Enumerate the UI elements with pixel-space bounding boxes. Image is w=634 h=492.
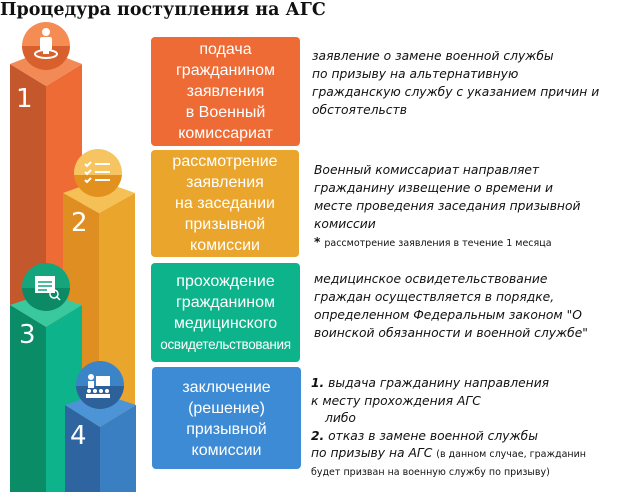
box-line: освидетельствования	[160, 336, 291, 352]
page-title: Процедура поступления на АГС	[0, 0, 326, 20]
box-line: на заседании	[175, 195, 275, 212]
box-line: гражданином	[175, 293, 276, 311]
desc-line: по призыву на АГС (в данном случае, граж…	[311, 445, 586, 464]
box-line: комиссии	[191, 442, 262, 459]
desc-text: выдача гражданину направления	[324, 376, 550, 390]
desc-line: гражданскую службу с указанием причин и	[312, 85, 600, 99]
step-box-3: прохождение гражданином медицинского осв…	[151, 263, 300, 362]
asterisk: *	[314, 235, 321, 249]
box-line: подача	[199, 41, 252, 58]
box-line: гражданином	[175, 62, 276, 79]
desc-line: гражданину извещение о времени и	[314, 181, 553, 195]
desc-line: месте проведения заседания призывной	[314, 199, 581, 213]
step-number-2: 2	[71, 208, 88, 238]
desc-line: либо	[325, 411, 356, 425]
option-number: 1.	[311, 376, 325, 390]
desc-text: отказ в замене военной службы	[324, 428, 538, 443]
step-description-3: медицинское освидетельствование граждан …	[314, 270, 588, 342]
bar-step-4	[65, 393, 136, 492]
step-description-2: Военный комиссариат направляет гражданин…	[314, 161, 581, 253]
desc-line: медицинское освидетельствование	[314, 272, 548, 286]
desc-line: определенном Федеральным законом "О	[314, 308, 582, 322]
desc-text: по призыву на АГС	[311, 446, 437, 460]
desc-line: Военный комиссариат направляет	[314, 163, 540, 177]
step-number-3: 3	[19, 320, 36, 350]
box-line: комиссариат	[178, 125, 273, 142]
desc-line: 2. отказ в замене военной службы	[311, 428, 586, 446]
desc-note: * рассмотрение заявления в течение 1 мес…	[314, 233, 581, 253]
step-box-1: подача гражданином заявления в Военный к…	[151, 37, 300, 146]
desc-line: будет призван на военную службу по призы…	[311, 466, 550, 478]
box-line: заявления	[186, 174, 264, 191]
desc-line: граждан осуществляется в порядке,	[314, 290, 555, 304]
desc-line: воинской обязанности и военной службе"	[314, 326, 588, 340]
box-line: заключение	[182, 379, 271, 396]
option-number: 2.	[311, 428, 325, 443]
step-number-4: 4	[70, 421, 87, 451]
box-line: прохождение	[176, 272, 275, 290]
step-description-4: 1. выдача гражданину направления к месту…	[311, 375, 586, 481]
steps-bars-graphic	[10, 22, 136, 492]
box-line: медицинского	[173, 314, 278, 332]
presentation-audience-icon	[76, 361, 124, 409]
box-line: комиссии	[190, 237, 260, 254]
desc-small: (в данном случае, гражданин	[436, 449, 586, 460]
box-line: заявления	[186, 83, 265, 100]
desc-line: по призыву на альтернативную	[312, 67, 519, 81]
desc-line: 1. выдача гражданину направления	[311, 375, 586, 393]
box-line: (решение)	[188, 400, 265, 417]
step-number-1: 1	[16, 84, 33, 114]
box-line: призывной	[184, 216, 266, 233]
step-box-2: рассмотрение заявления на заседании приз…	[151, 150, 299, 257]
box-line: рассмотрение	[172, 153, 278, 170]
desc-line: комиссии	[314, 217, 376, 231]
desc-line: обстоятельств	[312, 103, 407, 117]
box-line: призывной	[186, 421, 267, 438]
box-line: в Военный	[185, 104, 266, 121]
note-text: рассмотрение заявления в течение 1 месяц…	[324, 238, 552, 249]
step-description-1: заявление о замене военной службы по при…	[312, 47, 599, 119]
desc-line: к месту прохождения АГС	[311, 393, 481, 408]
desc-line: заявление о замене военной службы	[312, 49, 554, 63]
step-box-4: заключение (решение) призывной комиссии	[152, 367, 301, 469]
